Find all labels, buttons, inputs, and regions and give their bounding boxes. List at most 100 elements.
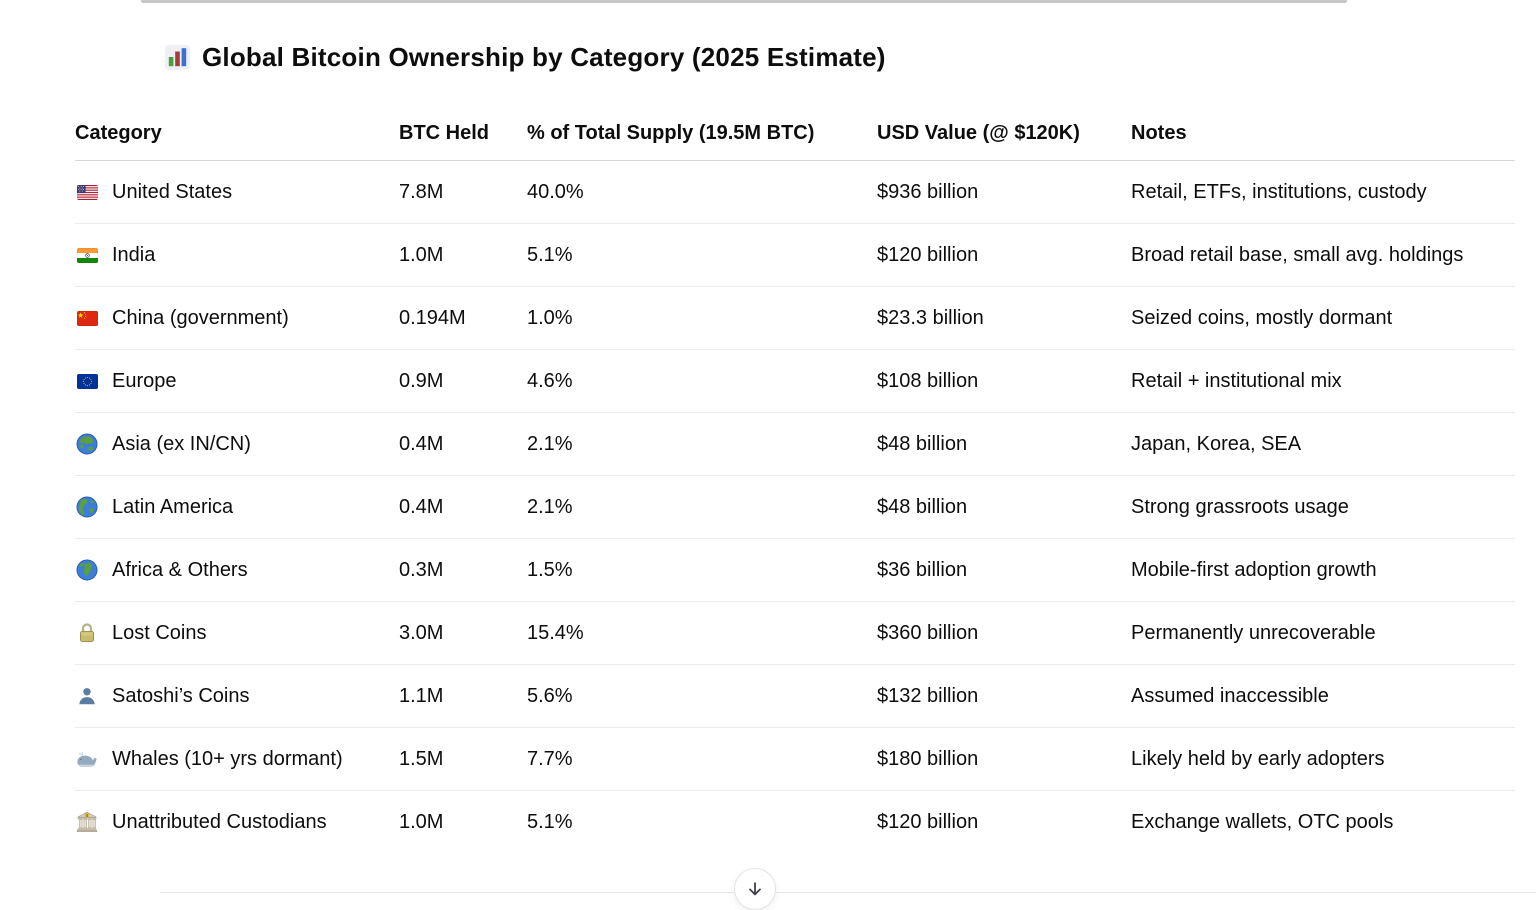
usd-value-cell: $360 billion	[877, 621, 979, 644]
pct-supply-cell: 1.5%	[527, 558, 573, 581]
ownership-table: Category BTC Held % of Total Supply (19.…	[75, 106, 1515, 853]
notes-cell: Exchange wallets, OTC pools	[1131, 810, 1394, 833]
category-label: Lost Coins	[112, 621, 207, 644]
col-header-usd-value: USD Value (@ $120K)	[877, 121, 1080, 144]
bar-chart-icon	[164, 44, 191, 71]
pct-supply-cell: 2.1%	[527, 495, 573, 518]
top-divider	[141, 0, 1347, 3]
btc-held-cell: 3.0M	[399, 621, 444, 644]
category-label: Unattributed Custodians	[112, 810, 327, 833]
category-label: India	[112, 243, 156, 266]
category-label: Satoshi’s Coins	[112, 684, 250, 707]
col-header-category: Category	[75, 121, 162, 144]
pct-supply-cell: 7.7%	[527, 747, 573, 770]
usd-value-cell: $23.3 billion	[877, 306, 984, 329]
pct-supply-cell: 5.1%	[527, 243, 573, 266]
table-row: Europe 0.9M 4.6% $108 billion Retail + i…	[75, 350, 1515, 413]
btc-held-cell: 0.4M	[399, 495, 444, 518]
pct-supply-cell: 40.0%	[527, 180, 584, 203]
category-cell: Satoshi’s Coins	[75, 685, 399, 708]
btc-held-cell: 0.4M	[399, 432, 444, 455]
pct-supply-cell: 15.4%	[527, 621, 584, 644]
bust-icon	[75, 686, 99, 706]
table-row: India 1.0M 5.1% $120 billion Broad retai…	[75, 224, 1515, 287]
table-row: Whales (10+ yrs dormant) 1.5M 7.7% $180 …	[75, 728, 1515, 791]
table-row: Satoshi’s Coins 1.1M 5.6% $132 billion A…	[75, 665, 1515, 728]
pct-supply-cell: 1.0%	[527, 306, 573, 329]
table-row: Africa & Others 0.3M 1.5% $36 billion Mo…	[75, 539, 1515, 602]
btc-held-cell: 1.0M	[399, 810, 444, 833]
btc-held-cell: 1.1M	[399, 684, 444, 707]
category-cell: United States	[75, 181, 399, 204]
notes-cell: Assumed inaccessible	[1131, 684, 1329, 707]
usd-value-cell: $48 billion	[877, 432, 968, 455]
category-cell: Africa & Others	[75, 559, 399, 582]
col-header-btc-held: BTC Held	[399, 121, 489, 144]
category-cell: Europe	[75, 370, 399, 393]
page-title-text: Global Bitcoin Ownership by Category (20…	[202, 42, 886, 72]
category-label: United States	[112, 180, 233, 203]
usd-value-cell: $36 billion	[877, 558, 968, 581]
pct-supply-cell: 2.1%	[527, 432, 573, 455]
category-label: China (government)	[112, 306, 289, 329]
eu-flag-icon	[75, 373, 99, 389]
category-label: Latin America	[112, 495, 234, 518]
china-flag-icon	[75, 310, 99, 326]
col-header-notes: Notes	[1131, 121, 1187, 144]
notes-cell: Retail, ETFs, institutions, custody	[1131, 180, 1427, 203]
globe-americas-icon	[75, 496, 99, 518]
arrow-down-icon	[746, 880, 764, 898]
notes-cell: Broad retail base, small avg. holdings	[1131, 243, 1464, 266]
notes-cell: Seized coins, mostly dormant	[1131, 306, 1393, 329]
btc-held-cell: 0.3M	[399, 558, 444, 581]
usd-value-cell: $936 billion	[877, 180, 979, 203]
category-label: Europe	[112, 369, 177, 392]
whale-icon	[75, 749, 99, 770]
table-body: United States 7.8M 40.0% $936 billion Re…	[75, 161, 1515, 853]
table-row: China (government) 0.194M 1.0% $23.3 bil…	[75, 287, 1515, 350]
btc-held-cell: 0.194M	[399, 306, 466, 329]
scroll-to-bottom-button[interactable]	[734, 868, 776, 910]
table-row: $ Unattributed Custodians 1.0M 5.1% $120…	[75, 791, 1515, 853]
india-flag-icon	[75, 247, 99, 263]
notes-cell: Mobile-first adoption growth	[1131, 558, 1377, 581]
category-cell: China (government)	[75, 307, 399, 330]
svg-text:$: $	[86, 813, 89, 817]
usd-value-cell: $120 billion	[877, 810, 979, 833]
category-label: Whales (10+ yrs dormant)	[112, 747, 343, 770]
btc-held-cell: 0.9M	[399, 369, 444, 392]
usd-value-cell: $132 billion	[877, 684, 979, 707]
table-row: Lost Coins 3.0M 15.4% $360 billion Perma…	[75, 602, 1515, 665]
bank-icon: $	[75, 811, 99, 833]
usd-value-cell: $48 billion	[877, 495, 968, 518]
bottom-divider	[160, 892, 1536, 893]
pct-supply-cell: 4.6%	[527, 369, 573, 392]
usd-value-cell: $108 billion	[877, 369, 979, 392]
category-label: Africa & Others	[112, 558, 248, 581]
category-cell: India	[75, 244, 399, 267]
btc-held-cell: 7.8M	[399, 180, 444, 203]
notes-cell: Likely held by early adopters	[1131, 747, 1385, 770]
category-cell: Lost Coins	[75, 622, 399, 645]
category-cell: Asia (ex IN/CN)	[75, 433, 399, 456]
table-row: United States 7.8M 40.0% $936 billion Re…	[75, 161, 1515, 224]
page-title: Global Bitcoin Ownership by Category (20…	[164, 42, 886, 73]
usd-value-cell: $120 billion	[877, 243, 979, 266]
notes-cell: Retail + institutional mix	[1131, 369, 1342, 392]
us-flag-icon	[75, 184, 99, 200]
table-row: Latin America 0.4M 2.1% $48 billion Stro…	[75, 476, 1515, 539]
category-cell: Whales (10+ yrs dormant)	[75, 748, 399, 771]
category-label: Asia (ex IN/CN)	[112, 432, 251, 455]
notes-cell: Strong grassroots usage	[1131, 495, 1349, 518]
category-cell: Latin America	[75, 496, 399, 519]
pct-supply-cell: 5.6%	[527, 684, 573, 707]
table-row: Asia (ex IN/CN) 0.4M 2.1% $48 billion Ja…	[75, 413, 1515, 476]
globe-africa-icon	[75, 559, 99, 581]
pct-supply-cell: 5.1%	[527, 810, 573, 833]
usd-value-cell: $180 billion	[877, 747, 979, 770]
table-header: Category BTC Held % of Total Supply (19.…	[75, 106, 1515, 161]
category-cell: $ Unattributed Custodians	[75, 811, 399, 834]
btc-held-cell: 1.0M	[399, 243, 444, 266]
col-header-pct-supply: % of Total Supply (19.5M BTC)	[527, 121, 815, 144]
